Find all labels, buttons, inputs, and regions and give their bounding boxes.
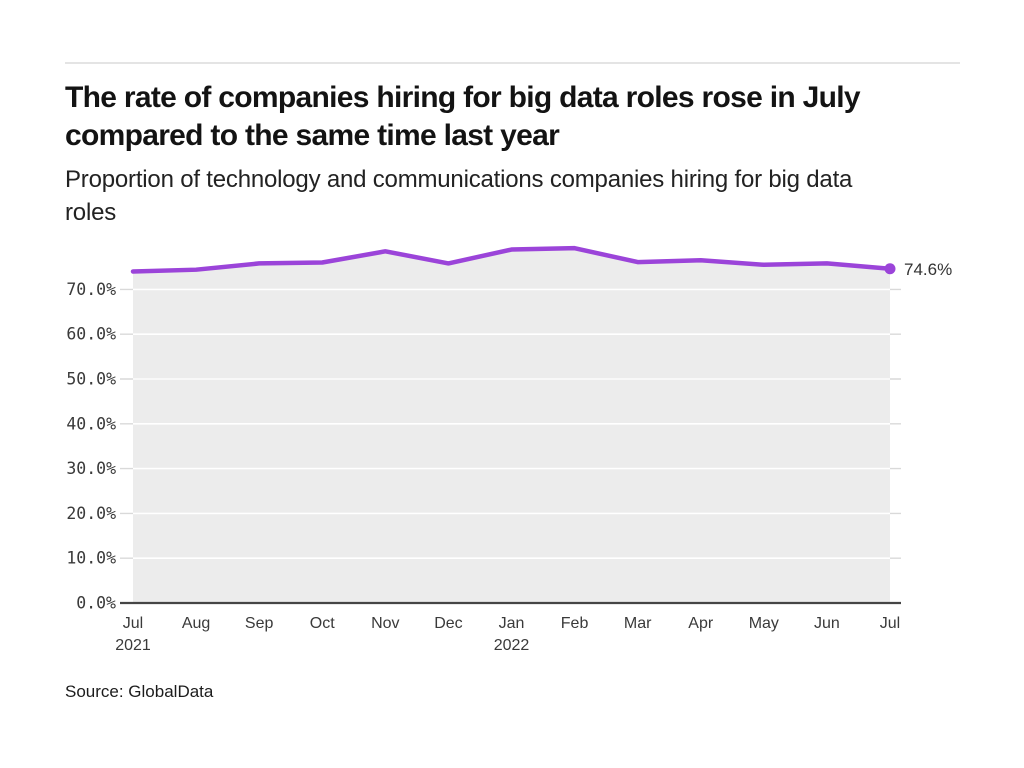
series-end-dot	[884, 263, 896, 275]
y-axis-tick-label: 30.0%	[66, 459, 116, 478]
chart-area: 0.0% 10.0% 20.0% 30.0% 40.0% 50.0% 60.0% 70.0% J…	[0, 230, 1024, 670]
y-axis-tick-label: 60.0%	[66, 325, 116, 344]
x-axis-tick-label: Sep	[245, 615, 274, 632]
x-axis-tick-label: Apr	[688, 615, 714, 632]
x-axis-tick-label: Jan	[499, 615, 525, 632]
x-axis-year-label: 2022	[494, 637, 530, 654]
y-axis-tick-label: 0.0%	[76, 594, 116, 613]
x-axis-tick-label: Feb	[561, 615, 589, 632]
y-axis-tick-label: 10.0%	[66, 549, 116, 568]
x-axis-year-label: 2021	[115, 637, 151, 654]
x-axis-tick-label: Nov	[371, 615, 399, 632]
source-note: Source: GlobalData	[65, 682, 214, 701]
series-line	[130, 245, 893, 274]
chart-subtitle-line-2: roles	[65, 199, 117, 226]
x-axis-tick-label: Oct	[310, 615, 335, 632]
end-value-label: 74.6%	[904, 260, 952, 279]
x-axis-tick-label: Jun	[814, 615, 840, 632]
chart-title-line-1: The rate of companies hiring for big dat…	[65, 81, 861, 114]
x-axis-tick-label: May	[749, 615, 779, 632]
x-axis-tick-label: Dec	[434, 615, 462, 632]
chart-subtitle: Proportion of technology and communicati…	[65, 163, 975, 229]
x-axis-tick-label: Jul	[123, 615, 143, 632]
x-axis-tick-label: Aug	[182, 615, 210, 632]
x-axis-tick-label: Mar	[624, 615, 652, 632]
chart-title-line-2: compared to the same time last year	[65, 119, 560, 152]
y-axis-tick-label: 50.0%	[66, 370, 116, 389]
y-axis-tick-label: 20.0%	[66, 504, 116, 523]
x-axis-tick-label: Jul	[880, 615, 900, 632]
top-divider	[65, 62, 960, 64]
y-axis-tick-label: 70.0%	[66, 280, 116, 299]
y-axis-tick-label: 40.0%	[66, 414, 116, 433]
chart-title: The rate of companies hiring for big dat…	[65, 79, 975, 155]
series-area-fill	[133, 248, 890, 603]
chart-subtitle-line-1: Proportion of technology and communicati…	[65, 166, 853, 193]
chart-svg: 0.0% 10.0% 20.0% 30.0% 40.0% 50.0% 60.0% 70.0% J…	[66, 245, 952, 654]
